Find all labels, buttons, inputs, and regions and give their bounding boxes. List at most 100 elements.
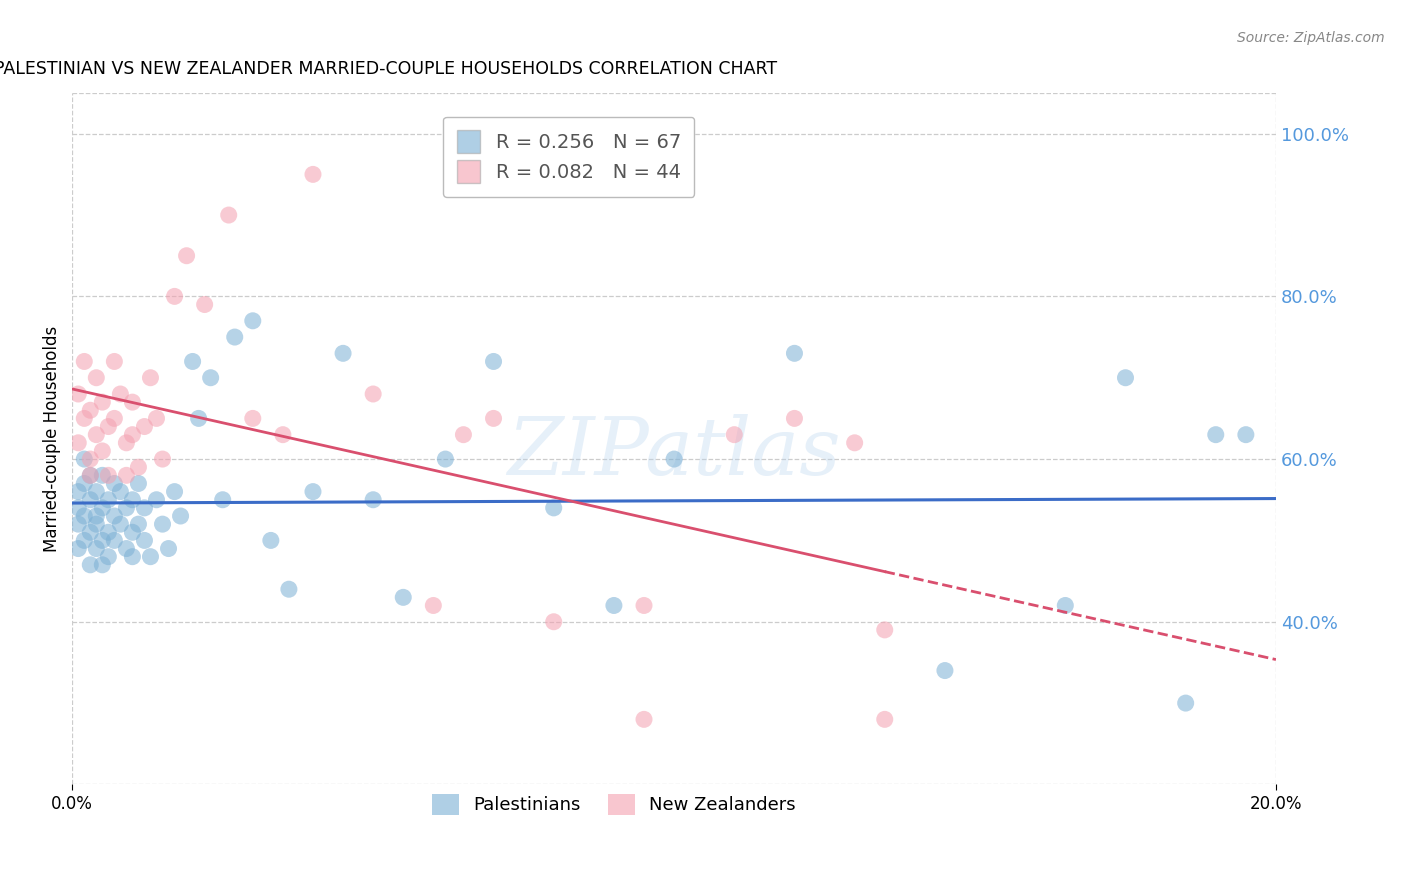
Point (73, 354, 96, 368)
Point (91, 558, 114, 572)
Point (115, 500, 138, 515)
Point (543, 615, 565, 629)
Point (127, 517, 149, 532)
Point (79, 492, 101, 507)
Point (134, 533, 156, 548)
Point (103, 411, 125, 425)
Point (139, 370, 162, 384)
Point (361, 492, 384, 507)
Y-axis label: Married-couple Households: Married-couple Households (44, 326, 60, 552)
Point (134, 419, 156, 434)
Point (79, 403, 101, 417)
Point (97, 492, 120, 507)
Point (163, 484, 186, 499)
Point (67, 387, 90, 401)
Point (1234, 427, 1257, 442)
Point (361, 387, 384, 401)
Point (79, 452, 101, 467)
Point (302, 167, 325, 181)
Point (73, 508, 96, 523)
Point (79, 558, 101, 572)
Point (97, 525, 120, 540)
Point (277, 582, 299, 597)
Point (145, 492, 167, 507)
Point (662, 452, 685, 467)
Point (176, 249, 198, 263)
Point (633, 712, 655, 726)
Point (1174, 696, 1197, 710)
Point (163, 289, 186, 303)
Point (453, 427, 475, 442)
Point (783, 346, 806, 360)
Legend: Palestinians, New Zealanders: Palestinians, New Zealanders (423, 785, 806, 824)
Point (97, 549, 120, 564)
Point (103, 508, 125, 523)
Point (152, 517, 174, 532)
Point (84, 427, 107, 442)
Point (115, 468, 138, 483)
Point (127, 460, 149, 475)
Point (211, 492, 233, 507)
Point (181, 354, 204, 368)
Point (194, 297, 217, 311)
Point (127, 476, 149, 491)
Text: PALESTINIAN VS NEW ZEALANDER MARRIED-COUPLE HOUSEHOLDS CORRELATION CHART: PALESTINIAN VS NEW ZEALANDER MARRIED-COU… (0, 60, 778, 78)
Point (200, 370, 222, 384)
Point (97, 419, 120, 434)
Point (91, 444, 114, 458)
Point (302, 484, 325, 499)
Point (152, 452, 174, 467)
Point (79, 468, 101, 483)
Point (873, 712, 896, 726)
Text: Source: ZipAtlas.com: Source: ZipAtlas.com (1237, 31, 1385, 45)
Point (169, 508, 191, 523)
Point (121, 525, 143, 540)
Point (422, 599, 444, 613)
Point (73, 476, 96, 491)
Point (73, 452, 96, 467)
Point (482, 354, 505, 368)
Point (84, 508, 107, 523)
Point (332, 346, 354, 360)
Point (218, 208, 240, 222)
Point (187, 411, 209, 425)
Point (67, 484, 90, 499)
Point (110, 517, 132, 532)
Point (67, 517, 90, 532)
Point (157, 541, 180, 556)
Point (139, 549, 162, 564)
Point (633, 599, 655, 613)
Point (91, 500, 114, 515)
Point (110, 484, 132, 499)
Point (603, 599, 626, 613)
Point (97, 468, 120, 483)
Text: ZIPatlas: ZIPatlas (508, 414, 841, 491)
Point (91, 395, 114, 409)
Point (115, 541, 138, 556)
Point (84, 370, 107, 384)
Point (1205, 427, 1227, 442)
Point (145, 411, 167, 425)
Point (121, 492, 143, 507)
Point (783, 411, 806, 425)
Point (91, 468, 114, 483)
Point (103, 533, 125, 548)
Point (121, 395, 143, 409)
Point (271, 427, 294, 442)
Point (1114, 370, 1136, 384)
Point (84, 484, 107, 499)
Point (121, 549, 143, 564)
Point (844, 435, 866, 450)
Point (934, 664, 956, 678)
Point (723, 427, 745, 442)
Point (67, 500, 90, 515)
Point (73, 533, 96, 548)
Point (873, 623, 896, 637)
Point (134, 500, 156, 515)
Point (1054, 599, 1077, 613)
Point (110, 387, 132, 401)
Point (115, 435, 138, 450)
Point (392, 591, 415, 605)
Point (242, 314, 264, 328)
Point (434, 452, 457, 467)
